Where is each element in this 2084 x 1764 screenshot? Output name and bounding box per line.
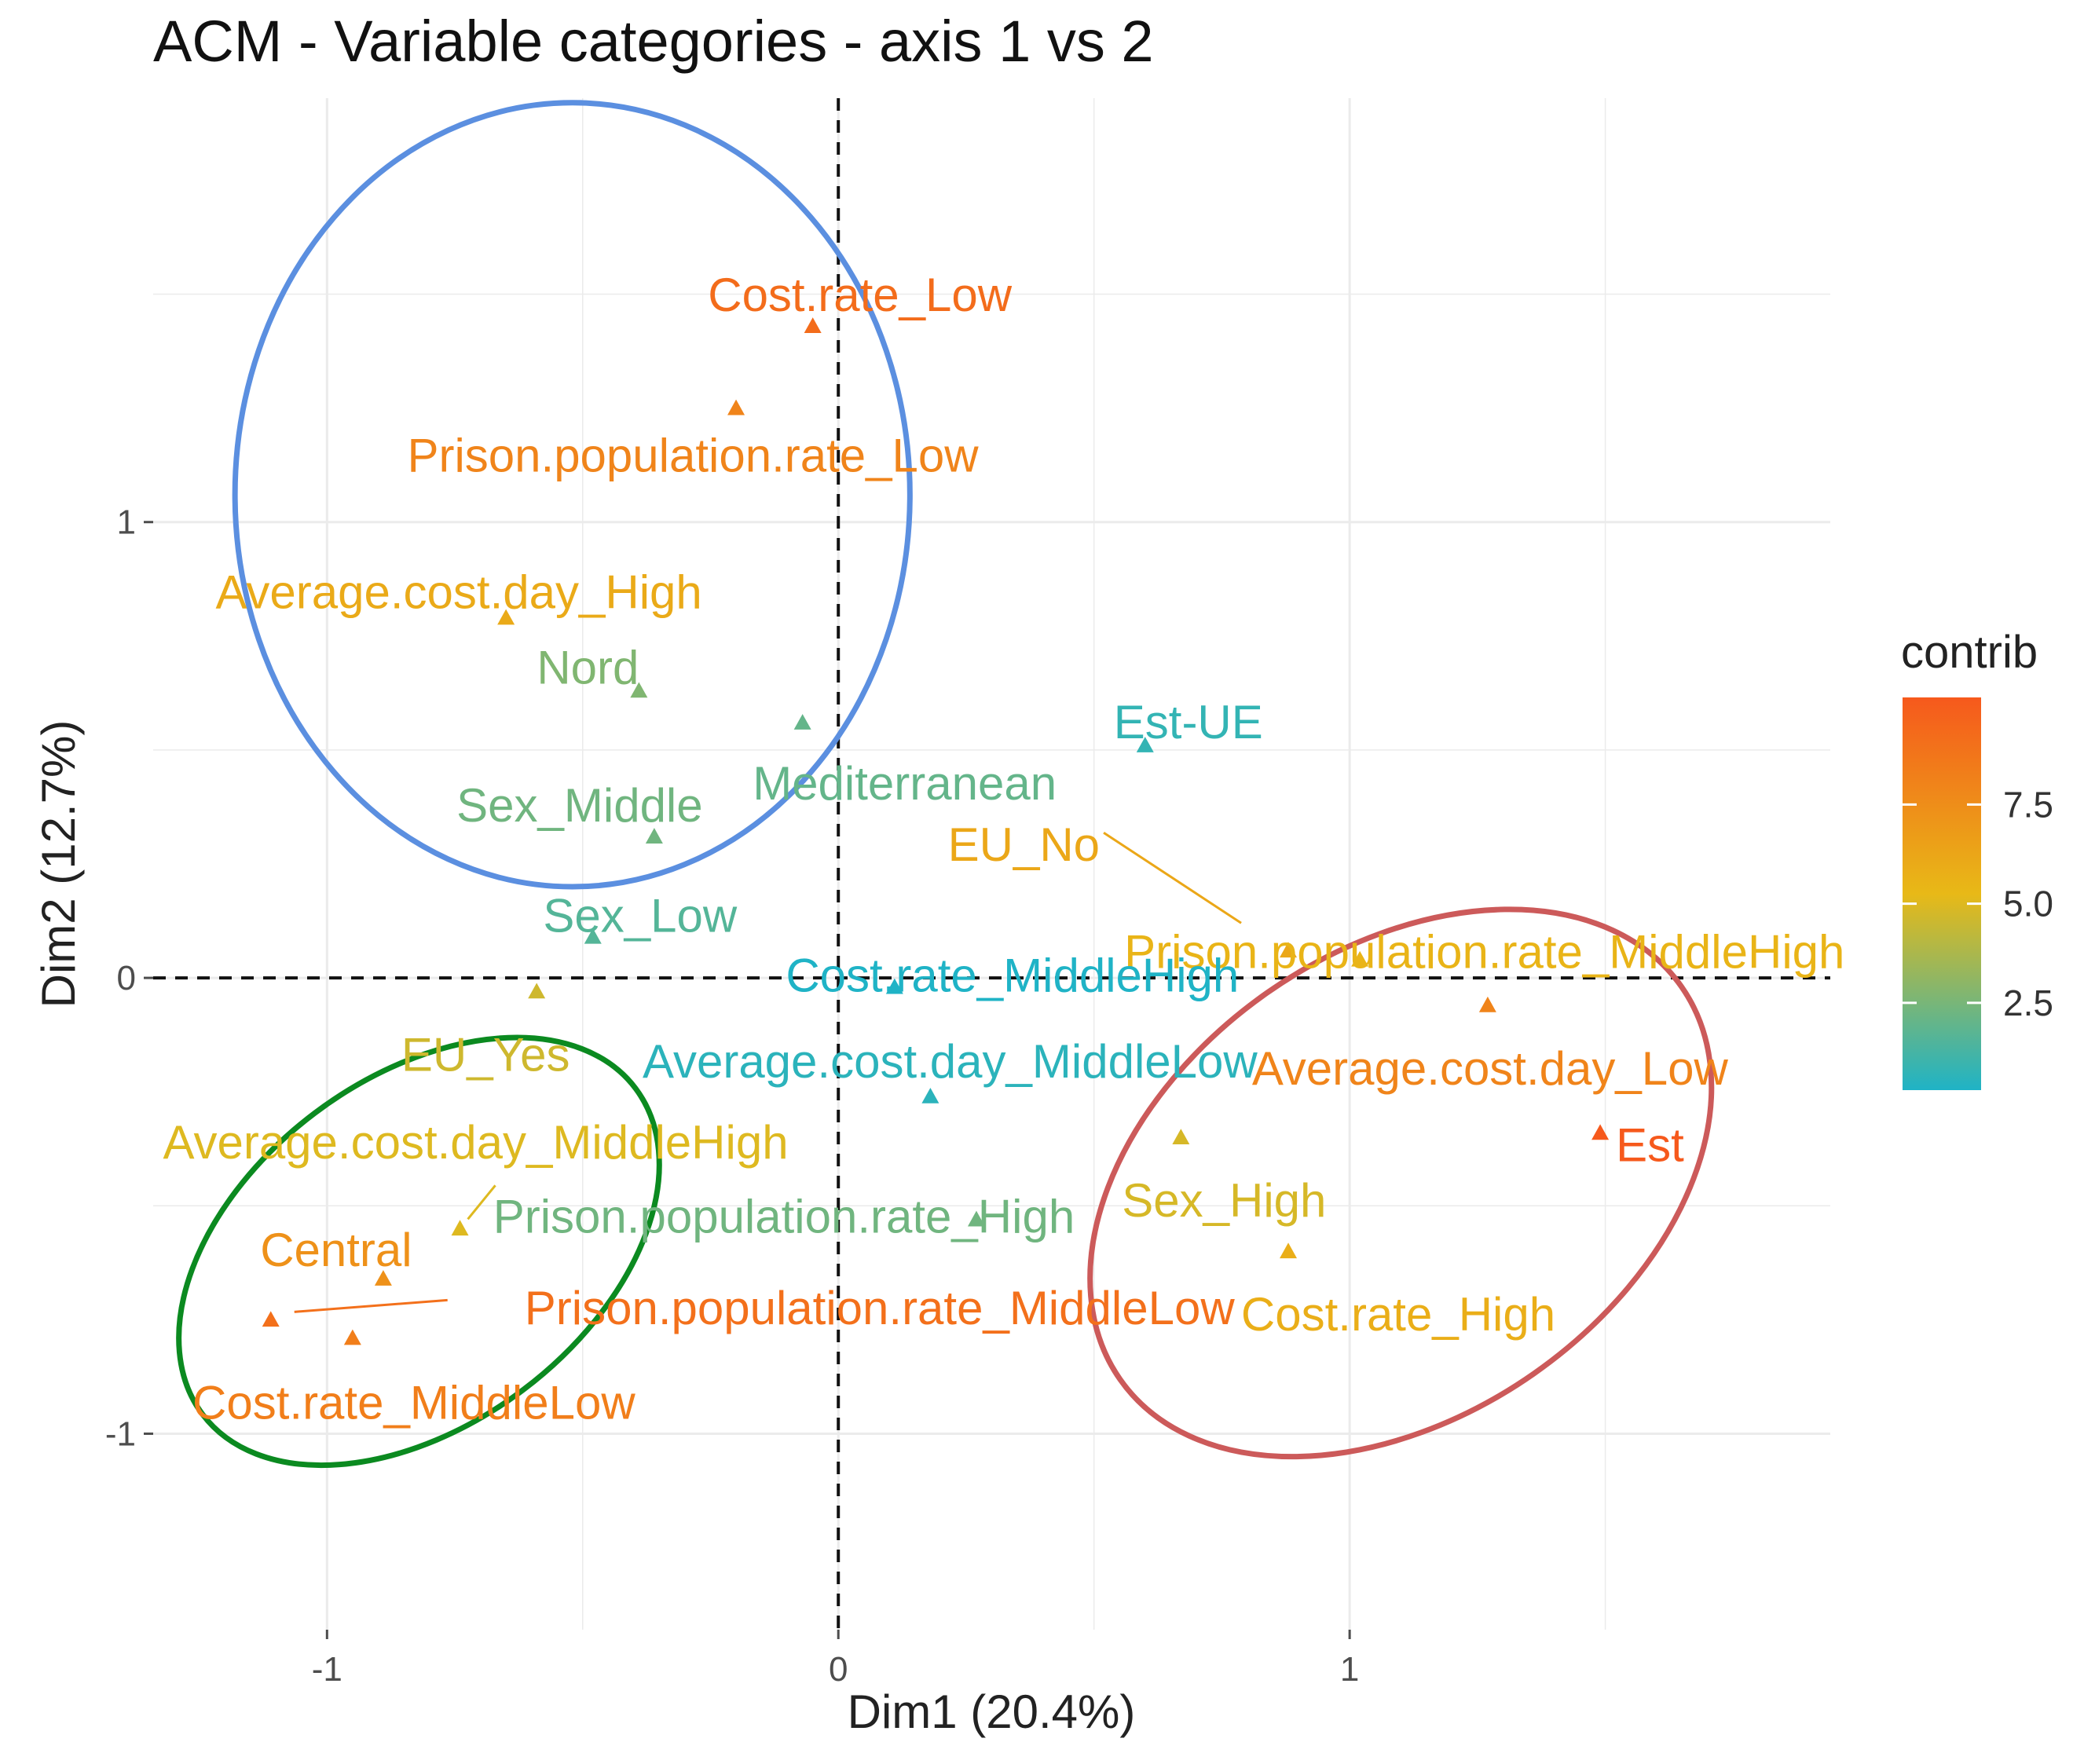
point-marker: [921, 1087, 939, 1103]
legend-tick-label: 5.0: [2003, 884, 2053, 924]
point-marker: [451, 1220, 469, 1236]
color-legend: contrib 2.5 5.0 7.5: [1901, 627, 2053, 1090]
point-marker: [1172, 1129, 1190, 1145]
blue-cluster-ellipse: [232, 100, 913, 890]
point-label: Est-UE: [1114, 696, 1263, 748]
point-marker: [374, 1270, 392, 1286]
legend-tick-label: 7.5: [2003, 784, 2053, 825]
legend-colorbar: [1903, 697, 1981, 1090]
point-marker: [497, 609, 515, 625]
x-tick-label: 1: [1340, 1650, 1359, 1689]
point-marker: [1478, 996, 1496, 1012]
point-label: Cost.rate_Low: [708, 269, 1013, 321]
reference-lines: [153, 98, 1830, 1630]
y-tick-label: -1: [105, 1414, 136, 1453]
legend-ticks: 2.5 5.0 7.5: [1903, 784, 2053, 1023]
point-label: Est: [1616, 1118, 1684, 1171]
point-marker: [1280, 942, 1298, 958]
y-tick-label: 1: [117, 503, 136, 542]
point-label: Cost.rate_High: [1241, 1288, 1555, 1341]
point-label: EU_No: [948, 818, 1100, 871]
point-marker: [343, 1329, 361, 1345]
point-label: Prison.population.rate_MiddleHigh: [1124, 926, 1844, 979]
point-label: Sex_High: [1122, 1174, 1326, 1227]
point-label: Prison.population.rate_Low: [407, 429, 979, 481]
leader-line: [467, 1184, 496, 1221]
point-label: Average.cost.day_Low: [1252, 1042, 1729, 1095]
point-labels: Cost.rate_Low Prison.population.rate_Low A…: [163, 269, 1845, 1429]
point-label: Average.cost.day_MiddleHigh: [163, 1116, 789, 1169]
y-tick-label: 0: [117, 959, 136, 997]
x-axis-ticks: -1 0 1: [312, 1630, 1359, 1689]
cluster-ellipses: [176, 100, 1715, 1469]
leader-line: [294, 1298, 448, 1313]
point-label: Mediterranean: [753, 757, 1057, 810]
point-label: Nord: [537, 641, 639, 694]
point-label: EU_Yes: [401, 1028, 570, 1081]
point-marker: [262, 1311, 280, 1327]
x-tick-label: 0: [829, 1650, 848, 1689]
red-cluster-ellipse: [1087, 906, 1715, 1460]
point-marker: [645, 828, 663, 844]
point-marker: [793, 714, 811, 730]
point-label: Cost.rate_MiddleLow: [192, 1376, 635, 1429]
legend-title: contrib: [1901, 627, 2038, 678]
data-points: [262, 317, 1610, 1345]
point-label: Prison.population.rate_High: [493, 1191, 1075, 1243]
point-marker: [804, 317, 822, 333]
x-axis-title: Dim1 (20.4%): [848, 1685, 1136, 1738]
point-marker: [1591, 1124, 1610, 1140]
point-marker: [630, 682, 648, 698]
label-leader-lines: [294, 832, 1242, 1313]
point-label: Sex_Middle: [456, 779, 703, 832]
y-axis-ticks: -1 0 1: [105, 503, 153, 1453]
point-marker: [1351, 950, 1369, 967]
chart-title: ACM - Variable categories - axis 1 vs 2: [153, 9, 1154, 74]
x-tick-label: -1: [312, 1650, 342, 1689]
leader-line: [1103, 832, 1242, 924]
point-marker: [1136, 737, 1154, 752]
point-marker: [1280, 1242, 1298, 1259]
point-marker: [727, 399, 745, 415]
point-marker: [885, 978, 903, 994]
point-label: Sex_Low: [543, 890, 737, 942]
point-marker: [967, 1210, 985, 1227]
point-marker: [528, 983, 546, 999]
point-label: Cost.rate_MiddleHigh: [786, 950, 1239, 1002]
y-axis-title: Dim2 (12.7%): [32, 720, 85, 1008]
point-label: Average.cost.day_MiddleLow: [643, 1035, 1258, 1088]
point-label: Prison.population.rate_MiddleLow: [525, 1282, 1236, 1334]
point-label: Central: [260, 1224, 412, 1276]
green-cluster-ellipse: [176, 1034, 662, 1469]
point-marker: [584, 928, 602, 944]
legend-tick-label: 2.5: [2003, 983, 2053, 1023]
point-label: Average.cost.day_High: [215, 565, 701, 618]
